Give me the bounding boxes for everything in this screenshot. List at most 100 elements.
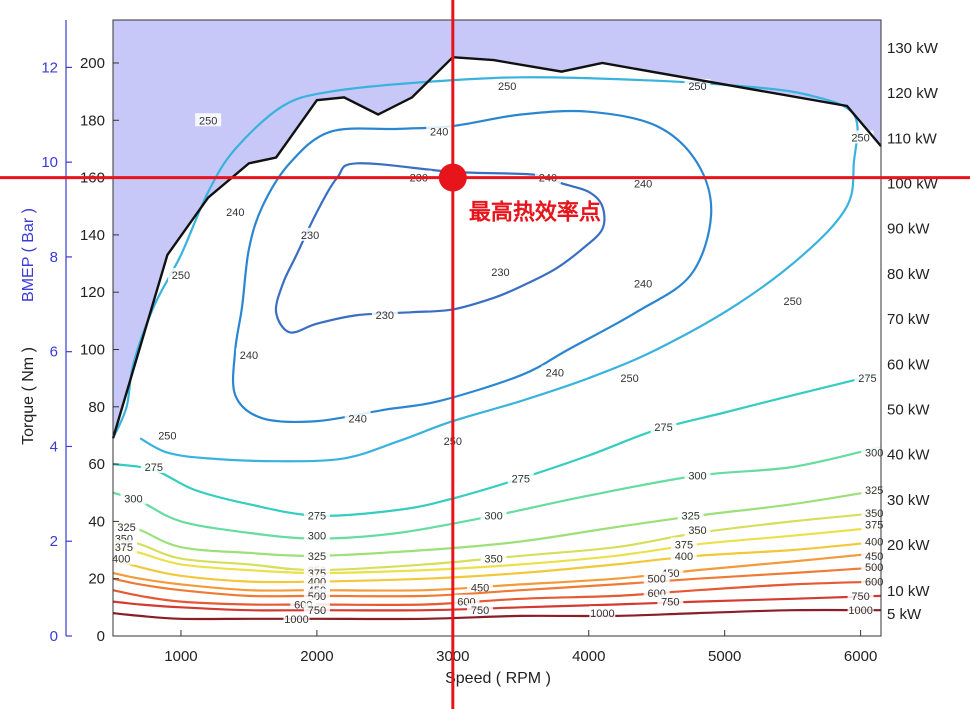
contour-label-350: 350 xyxy=(484,554,502,566)
contour-label-bg xyxy=(303,603,330,617)
contour-label-400: 400 xyxy=(112,554,130,566)
contour-label-375: 375 xyxy=(865,519,883,531)
contour-label-bg xyxy=(684,78,711,92)
contour-label-bg xyxy=(140,459,167,473)
contour-label-750: 750 xyxy=(661,597,679,609)
y-tick-label: 20 xyxy=(88,571,105,588)
contour-label-500: 500 xyxy=(648,574,666,586)
marker-dot xyxy=(438,163,467,192)
y-tick-label: 180 xyxy=(80,112,105,129)
power-label: 90 kW xyxy=(887,221,930,238)
x-tick-label: 4000 xyxy=(572,648,605,665)
contour-label-240: 240 xyxy=(348,413,366,425)
contour-label-bg xyxy=(630,276,657,290)
contour-label-bg xyxy=(847,603,874,617)
wot-curve xyxy=(111,55,882,439)
contour-label-250: 250 xyxy=(199,115,217,127)
contour-label-bg xyxy=(467,603,494,617)
contour-label-375: 375 xyxy=(675,539,693,551)
y-tick-label: 200 xyxy=(80,55,105,72)
contour-label-bg xyxy=(684,468,711,482)
contour-label-bg xyxy=(303,508,330,522)
contour-label-bg xyxy=(507,471,534,485)
contour-label-325: 325 xyxy=(682,511,700,523)
contour-label-275: 275 xyxy=(512,473,530,485)
contour-label-300: 300 xyxy=(484,511,502,523)
power-label: 20 kW xyxy=(887,537,930,554)
contour-label-bg xyxy=(541,365,568,379)
contour-line-450 xyxy=(112,551,882,592)
contour-label-750: 750 xyxy=(471,605,489,617)
contour-line-500 xyxy=(112,566,882,598)
power-label: 120 kW xyxy=(887,85,939,102)
contour-label-240: 240 xyxy=(240,350,258,362)
power-label: 100 kW xyxy=(887,176,939,193)
contour-label-230: 230 xyxy=(491,267,509,279)
contour-label-bg xyxy=(110,540,137,554)
y-tick-label: 40 xyxy=(88,513,105,530)
contour-label-bg xyxy=(684,522,711,536)
contour-label-bg xyxy=(779,293,806,307)
contour-label-375: 375 xyxy=(115,542,133,554)
contour-label-bg xyxy=(854,371,881,385)
contour-label-275: 275 xyxy=(308,511,326,523)
plot-area: 2302302302302402402402402402402402402502… xyxy=(108,19,888,637)
contour-label-240: 240 xyxy=(226,207,244,219)
contour-line-1000 xyxy=(112,608,882,621)
contour-label-450: 450 xyxy=(471,582,489,594)
plot-frame xyxy=(112,19,882,637)
y-tick-label: 60 xyxy=(88,456,105,473)
power-label: 110 kW xyxy=(887,130,938,147)
contour-label-bg xyxy=(650,419,677,433)
contour-label-bg xyxy=(283,611,310,625)
power-axis: 5 kW 10 kW 20 kW 30 kW 40 kW 50 kW 60 kW 70 kW 8… xyxy=(887,40,939,623)
contour-label-400: 400 xyxy=(675,551,693,563)
contour-line-275 xyxy=(112,374,875,517)
contour-label-275: 275 xyxy=(145,462,163,474)
x-tick-label: 5000 xyxy=(708,648,741,665)
contour-line-300 xyxy=(112,445,882,540)
bmep-tick-label: 8 xyxy=(50,249,58,266)
contour-label-bg xyxy=(426,124,453,138)
contour-label-300: 300 xyxy=(308,531,326,543)
contour-label-bg xyxy=(630,176,657,190)
contour-line-350 xyxy=(112,511,882,572)
y-tick-label: 120 xyxy=(80,284,105,301)
power-label: 60 kW xyxy=(887,356,930,373)
bmep-axis: 0 2 4 6 8 10 12 xyxy=(41,20,72,645)
contour-line-325 xyxy=(112,488,882,557)
contour-label-300: 300 xyxy=(124,493,142,505)
x-axis-title: Speed ( RPM ) xyxy=(445,670,551,687)
contour-label-bg xyxy=(222,204,249,218)
contour-label-1000: 1000 xyxy=(590,608,614,620)
contour-label-bg xyxy=(670,548,697,562)
bmep-tick-label: 2 xyxy=(50,533,58,550)
contour-label-bg xyxy=(616,371,643,385)
contour-label-bg xyxy=(344,411,371,425)
contour-label-275: 275 xyxy=(654,422,672,434)
power-label: 130 kW xyxy=(887,40,939,57)
contour-label-250: 250 xyxy=(158,430,176,442)
contour-label-250: 250 xyxy=(851,132,869,144)
x-tick-label: 6000 xyxy=(844,648,877,665)
contour-label-400: 400 xyxy=(865,536,883,548)
y-tick-label: 140 xyxy=(80,227,105,244)
contour-label-230: 230 xyxy=(376,310,394,322)
contour-label-bg xyxy=(120,491,147,505)
contour-label-500: 500 xyxy=(865,562,883,574)
contour-label-bg xyxy=(167,267,194,281)
contour-label-bg xyxy=(467,580,494,594)
y-tick-label: 100 xyxy=(80,341,105,358)
contour-line-400 xyxy=(112,540,882,584)
x-tick-label: 2000 xyxy=(300,648,333,665)
contour-line-230 xyxy=(274,162,606,334)
contour-label-bg xyxy=(487,265,514,279)
contour-label-bg xyxy=(108,551,135,565)
contour-label-325: 325 xyxy=(865,485,883,497)
contour-label-bg xyxy=(480,551,507,565)
contour-label-bg xyxy=(480,508,507,522)
contour-line-375 xyxy=(112,526,882,575)
contour-label-bg xyxy=(847,588,874,602)
contour-label-750: 750 xyxy=(308,605,326,617)
